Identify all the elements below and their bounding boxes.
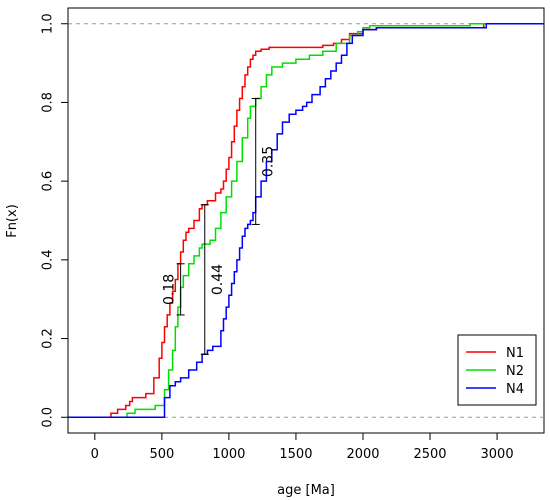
y-tick-label-1: 0.2 [41, 328, 56, 349]
y-tick-label-2: 0.4 [41, 250, 56, 271]
annotation-label-0: 0.18 [162, 274, 178, 305]
x-tick-label-2: 1000 [212, 447, 245, 462]
y-tick-label-4: 0.8 [41, 92, 56, 113]
series-n1-line [68, 22, 544, 419]
x-tick-label-4: 2000 [346, 447, 379, 462]
x-axis-label: age [Ma] [277, 483, 335, 498]
y-tick-label-0: 0.0 [41, 407, 56, 428]
x-tick-label-3: 1500 [279, 447, 312, 462]
x-tick-label-6: 3000 [481, 447, 514, 462]
y-axis-label: Fn(x) [5, 204, 20, 238]
y-tick-label-3: 0.6 [41, 171, 56, 192]
legend-label-n1: N1 [506, 346, 524, 361]
x-tick-label-1: 500 [149, 447, 174, 462]
y-tick-label-5: 1.0 [41, 13, 56, 34]
legend: N1 N2 N4 [457, 334, 537, 406]
annotation-label-1: 0.44 [210, 264, 226, 295]
x-tick-label-0: 0 [91, 447, 99, 462]
legend-label-n4: N4 [506, 382, 524, 397]
legend-label-n2: N2 [506, 364, 524, 379]
annotation-label-2: 0.35 [261, 146, 277, 177]
series-n2-line [68, 22, 544, 419]
x-tick-label-5: 2500 [413, 447, 446, 462]
